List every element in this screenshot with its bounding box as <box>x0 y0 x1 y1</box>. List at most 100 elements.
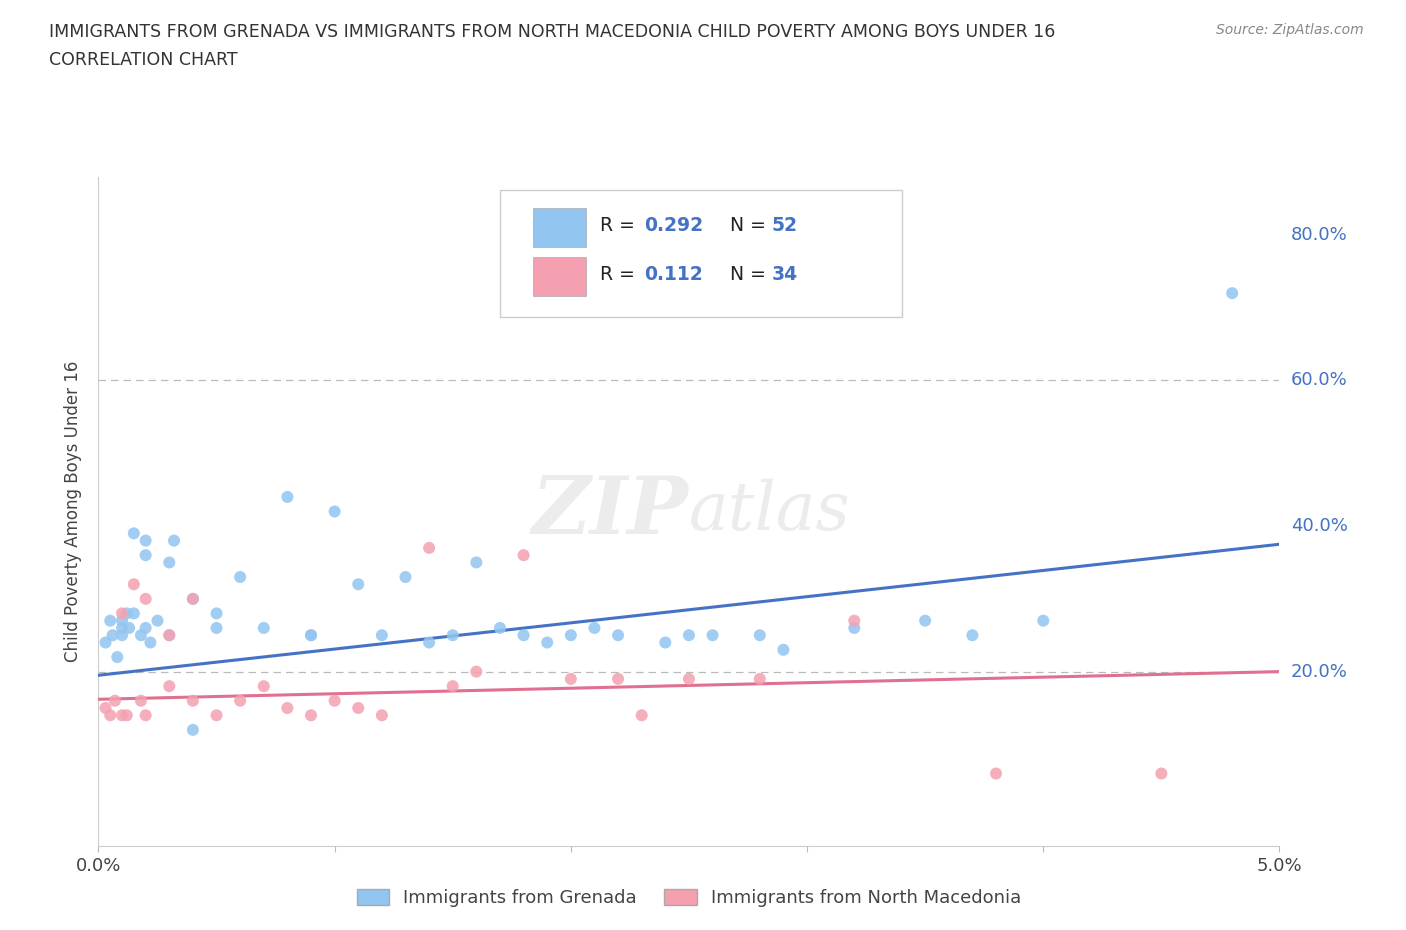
FancyBboxPatch shape <box>533 208 586 247</box>
Point <box>441 628 464 643</box>
Point <box>181 693 204 708</box>
Point <box>253 679 276 694</box>
Point <box>1032 613 1054 628</box>
Y-axis label: Child Poverty Among Boys Under 16: Child Poverty Among Boys Under 16 <box>65 361 83 662</box>
Point <box>129 628 152 643</box>
Point <box>135 591 157 606</box>
Point <box>984 766 1007 781</box>
Point <box>702 628 724 643</box>
Point <box>163 533 186 548</box>
Point <box>299 628 322 643</box>
Point <box>105 650 128 665</box>
Text: 20.0%: 20.0% <box>1291 662 1347 681</box>
Text: 34: 34 <box>772 265 797 284</box>
Point <box>560 628 582 643</box>
Point <box>678 671 700 686</box>
Point <box>512 628 534 643</box>
Point <box>181 591 204 606</box>
Point <box>139 635 162 650</box>
Point <box>748 628 770 643</box>
Point <box>276 700 298 715</box>
Point <box>914 613 936 628</box>
Point <box>205 708 228 723</box>
FancyBboxPatch shape <box>533 257 586 296</box>
Point <box>844 613 866 628</box>
Point <box>253 620 276 635</box>
Point <box>465 664 488 679</box>
Text: R =: R = <box>600 216 641 235</box>
Text: R =: R = <box>600 265 647 284</box>
Point <box>94 635 117 650</box>
Point <box>276 489 298 504</box>
Point <box>111 620 134 635</box>
Point <box>962 628 984 643</box>
Point <box>489 620 512 635</box>
Point <box>394 569 416 584</box>
Point <box>441 679 464 694</box>
Legend: Immigrants from Grenada, Immigrants from North Macedonia: Immigrants from Grenada, Immigrants from… <box>349 882 1029 914</box>
Point <box>299 628 322 643</box>
Point <box>157 679 180 694</box>
Point <box>122 577 145 591</box>
Point <box>323 504 346 519</box>
Text: 60.0%: 60.0% <box>1291 371 1347 390</box>
Text: N =: N = <box>730 265 772 284</box>
Point <box>157 628 180 643</box>
Text: atlas: atlas <box>689 479 851 544</box>
Point <box>1220 286 1243 300</box>
Point <box>299 708 322 723</box>
Point <box>347 577 370 591</box>
Point <box>465 555 488 570</box>
Point <box>115 606 138 621</box>
Point <box>111 613 134 628</box>
Point <box>122 606 145 621</box>
Point <box>229 693 252 708</box>
Text: 40.0%: 40.0% <box>1291 517 1347 535</box>
Point <box>654 635 676 650</box>
Point <box>748 671 770 686</box>
Point <box>630 708 652 723</box>
Point <box>157 628 180 643</box>
Point <box>98 613 121 628</box>
Point <box>607 671 630 686</box>
Point <box>118 620 141 635</box>
Point <box>536 635 558 650</box>
Point <box>844 620 866 635</box>
Point <box>583 620 606 635</box>
Point <box>135 708 157 723</box>
Text: 0.112: 0.112 <box>644 265 703 284</box>
Point <box>111 628 134 643</box>
Point <box>94 700 117 715</box>
Point <box>418 540 440 555</box>
Point <box>146 613 169 628</box>
Point <box>129 693 152 708</box>
Point <box>371 628 394 643</box>
Point <box>607 628 630 643</box>
Point <box>98 708 121 723</box>
Point <box>678 628 700 643</box>
Point <box>111 708 134 723</box>
Point <box>135 533 157 548</box>
Text: 52: 52 <box>772 216 797 235</box>
Point <box>101 628 124 643</box>
Point <box>418 635 440 650</box>
Point <box>104 693 127 708</box>
Point <box>560 671 582 686</box>
Point <box>111 606 134 621</box>
Point <box>122 525 145 540</box>
Point <box>135 620 157 635</box>
Point <box>205 620 228 635</box>
Point <box>347 700 370 715</box>
Point <box>323 693 346 708</box>
Point <box>512 548 534 563</box>
Point <box>205 606 228 621</box>
FancyBboxPatch shape <box>501 190 901 317</box>
Point <box>157 555 180 570</box>
Point <box>181 723 204 737</box>
Text: IMMIGRANTS FROM GRENADA VS IMMIGRANTS FROM NORTH MACEDONIA CHILD POVERTY AMONG B: IMMIGRANTS FROM GRENADA VS IMMIGRANTS FR… <box>49 23 1056 41</box>
Point <box>135 548 157 563</box>
Text: ZIP: ZIP <box>531 472 689 551</box>
Point <box>115 708 138 723</box>
Point <box>229 569 252 584</box>
Text: CORRELATION CHART: CORRELATION CHART <box>49 51 238 69</box>
